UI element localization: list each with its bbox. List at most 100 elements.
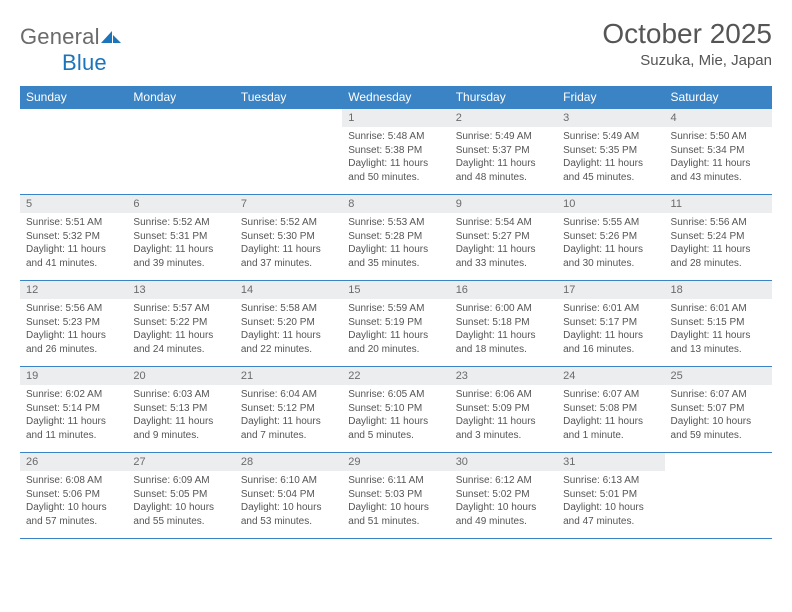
day-cell: 21Sunrise: 6:04 AMSunset: 5:12 PMDayligh…	[235, 367, 342, 453]
logo-sail-icon	[100, 24, 122, 38]
day-details: Sunrise: 6:03 AMSunset: 5:13 PMDaylight:…	[127, 385, 234, 446]
day-number: 1	[342, 109, 449, 127]
logo: General Blue	[20, 18, 122, 76]
calendar-head: SundayMondayTuesdayWednesdayThursdayFrid…	[20, 86, 772, 109]
day-details: Sunrise: 5:52 AMSunset: 5:31 PMDaylight:…	[127, 213, 234, 274]
day-cell: 9Sunrise: 5:54 AMSunset: 5:27 PMDaylight…	[450, 195, 557, 281]
day-details: Sunrise: 5:52 AMSunset: 5:30 PMDaylight:…	[235, 213, 342, 274]
day-cell: 17Sunrise: 6:01 AMSunset: 5:17 PMDayligh…	[557, 281, 664, 367]
day-number: 19	[20, 367, 127, 385]
day-cell: 27Sunrise: 6:09 AMSunset: 5:05 PMDayligh…	[127, 453, 234, 539]
day-number: 16	[450, 281, 557, 299]
day-number: 22	[342, 367, 449, 385]
header: General Blue October 2025 Suzuka, Mie, J…	[20, 18, 772, 76]
day-number: 8	[342, 195, 449, 213]
day-cell: 4Sunrise: 5:50 AMSunset: 5:34 PMDaylight…	[665, 109, 772, 195]
weekday-header: Sunday	[20, 86, 127, 109]
month-title: October 2025	[602, 18, 772, 50]
day-cell: 12Sunrise: 5:56 AMSunset: 5:23 PMDayligh…	[20, 281, 127, 367]
day-details: Sunrise: 6:00 AMSunset: 5:18 PMDaylight:…	[450, 299, 557, 360]
day-details: Sunrise: 6:07 AMSunset: 5:08 PMDaylight:…	[557, 385, 664, 446]
day-cell: 2Sunrise: 5:49 AMSunset: 5:37 PMDaylight…	[450, 109, 557, 195]
day-number: 25	[665, 367, 772, 385]
logo-word2: Blue	[62, 50, 107, 76]
day-number: 12	[20, 281, 127, 299]
day-cell: 5Sunrise: 5:51 AMSunset: 5:32 PMDaylight…	[20, 195, 127, 281]
day-details: Sunrise: 6:07 AMSunset: 5:07 PMDaylight:…	[665, 385, 772, 446]
day-cell: 11Sunrise: 5:56 AMSunset: 5:24 PMDayligh…	[665, 195, 772, 281]
day-details: Sunrise: 5:49 AMSunset: 5:37 PMDaylight:…	[450, 127, 557, 188]
calendar-row: 19Sunrise: 6:02 AMSunset: 5:14 PMDayligh…	[20, 367, 772, 453]
day-number: 6	[127, 195, 234, 213]
day-details: Sunrise: 5:56 AMSunset: 5:23 PMDaylight:…	[20, 299, 127, 360]
day-cell: 3Sunrise: 5:49 AMSunset: 5:35 PMDaylight…	[557, 109, 664, 195]
day-details: Sunrise: 6:10 AMSunset: 5:04 PMDaylight:…	[235, 471, 342, 532]
day-details: Sunrise: 5:54 AMSunset: 5:27 PMDaylight:…	[450, 213, 557, 274]
logo-word1: General	[20, 24, 100, 49]
day-cell: 26Sunrise: 6:08 AMSunset: 5:06 PMDayligh…	[20, 453, 127, 539]
weekday-header: Tuesday	[235, 86, 342, 109]
day-details: Sunrise: 6:04 AMSunset: 5:12 PMDaylight:…	[235, 385, 342, 446]
calendar-row: 5Sunrise: 5:51 AMSunset: 5:32 PMDaylight…	[20, 195, 772, 281]
day-number: 5	[20, 195, 127, 213]
day-cell: 28Sunrise: 6:10 AMSunset: 5:04 PMDayligh…	[235, 453, 342, 539]
day-number: 29	[342, 453, 449, 471]
day-details: Sunrise: 5:59 AMSunset: 5:19 PMDaylight:…	[342, 299, 449, 360]
day-cell: 6Sunrise: 5:52 AMSunset: 5:31 PMDaylight…	[127, 195, 234, 281]
weekday-header: Thursday	[450, 86, 557, 109]
day-cell: 16Sunrise: 6:00 AMSunset: 5:18 PMDayligh…	[450, 281, 557, 367]
day-number: 30	[450, 453, 557, 471]
empty-cell	[20, 109, 127, 195]
day-number: 15	[342, 281, 449, 299]
day-cell: 24Sunrise: 6:07 AMSunset: 5:08 PMDayligh…	[557, 367, 664, 453]
day-cell: 30Sunrise: 6:12 AMSunset: 5:02 PMDayligh…	[450, 453, 557, 539]
day-details: Sunrise: 6:13 AMSunset: 5:01 PMDaylight:…	[557, 471, 664, 532]
calendar-row: 26Sunrise: 6:08 AMSunset: 5:06 PMDayligh…	[20, 453, 772, 539]
day-cell: 22Sunrise: 6:05 AMSunset: 5:10 PMDayligh…	[342, 367, 449, 453]
day-cell: 29Sunrise: 6:11 AMSunset: 5:03 PMDayligh…	[342, 453, 449, 539]
day-details: Sunrise: 6:12 AMSunset: 5:02 PMDaylight:…	[450, 471, 557, 532]
day-number: 17	[557, 281, 664, 299]
calendar-body: 1Sunrise: 5:48 AMSunset: 5:38 PMDaylight…	[20, 109, 772, 539]
day-number: 27	[127, 453, 234, 471]
day-details: Sunrise: 5:58 AMSunset: 5:20 PMDaylight:…	[235, 299, 342, 360]
weekday-header: Wednesday	[342, 86, 449, 109]
day-details: Sunrise: 5:56 AMSunset: 5:24 PMDaylight:…	[665, 213, 772, 274]
day-details: Sunrise: 6:09 AMSunset: 5:05 PMDaylight:…	[127, 471, 234, 532]
day-number: 26	[20, 453, 127, 471]
day-number: 14	[235, 281, 342, 299]
day-details: Sunrise: 5:50 AMSunset: 5:34 PMDaylight:…	[665, 127, 772, 188]
day-cell: 25Sunrise: 6:07 AMSunset: 5:07 PMDayligh…	[665, 367, 772, 453]
calendar-table: SundayMondayTuesdayWednesdayThursdayFrid…	[20, 86, 772, 539]
logo-text: General Blue	[20, 24, 122, 76]
weekday-header: Friday	[557, 86, 664, 109]
day-details: Sunrise: 5:51 AMSunset: 5:32 PMDaylight:…	[20, 213, 127, 274]
day-cell: 8Sunrise: 5:53 AMSunset: 5:28 PMDaylight…	[342, 195, 449, 281]
calendar-row: 12Sunrise: 5:56 AMSunset: 5:23 PMDayligh…	[20, 281, 772, 367]
day-number: 21	[235, 367, 342, 385]
day-details: Sunrise: 5:53 AMSunset: 5:28 PMDaylight:…	[342, 213, 449, 274]
weekday-header: Monday	[127, 86, 234, 109]
day-cell: 19Sunrise: 6:02 AMSunset: 5:14 PMDayligh…	[20, 367, 127, 453]
day-details: Sunrise: 5:55 AMSunset: 5:26 PMDaylight:…	[557, 213, 664, 274]
day-details: Sunrise: 6:11 AMSunset: 5:03 PMDaylight:…	[342, 471, 449, 532]
day-number: 20	[127, 367, 234, 385]
title-block: October 2025 Suzuka, Mie, Japan	[602, 18, 772, 75]
empty-cell	[665, 453, 772, 539]
day-cell: 13Sunrise: 5:57 AMSunset: 5:22 PMDayligh…	[127, 281, 234, 367]
day-number: 13	[127, 281, 234, 299]
empty-cell	[127, 109, 234, 195]
day-cell: 23Sunrise: 6:06 AMSunset: 5:09 PMDayligh…	[450, 367, 557, 453]
day-cell: 10Sunrise: 5:55 AMSunset: 5:26 PMDayligh…	[557, 195, 664, 281]
day-details: Sunrise: 6:01 AMSunset: 5:17 PMDaylight:…	[557, 299, 664, 360]
day-cell: 7Sunrise: 5:52 AMSunset: 5:30 PMDaylight…	[235, 195, 342, 281]
day-details: Sunrise: 5:49 AMSunset: 5:35 PMDaylight:…	[557, 127, 664, 188]
day-number: 2	[450, 109, 557, 127]
day-number: 18	[665, 281, 772, 299]
day-cell: 15Sunrise: 5:59 AMSunset: 5:19 PMDayligh…	[342, 281, 449, 367]
day-details: Sunrise: 6:05 AMSunset: 5:10 PMDaylight:…	[342, 385, 449, 446]
day-cell: 14Sunrise: 5:58 AMSunset: 5:20 PMDayligh…	[235, 281, 342, 367]
day-details: Sunrise: 5:48 AMSunset: 5:38 PMDaylight:…	[342, 127, 449, 188]
day-cell: 20Sunrise: 6:03 AMSunset: 5:13 PMDayligh…	[127, 367, 234, 453]
day-details: Sunrise: 6:02 AMSunset: 5:14 PMDaylight:…	[20, 385, 127, 446]
